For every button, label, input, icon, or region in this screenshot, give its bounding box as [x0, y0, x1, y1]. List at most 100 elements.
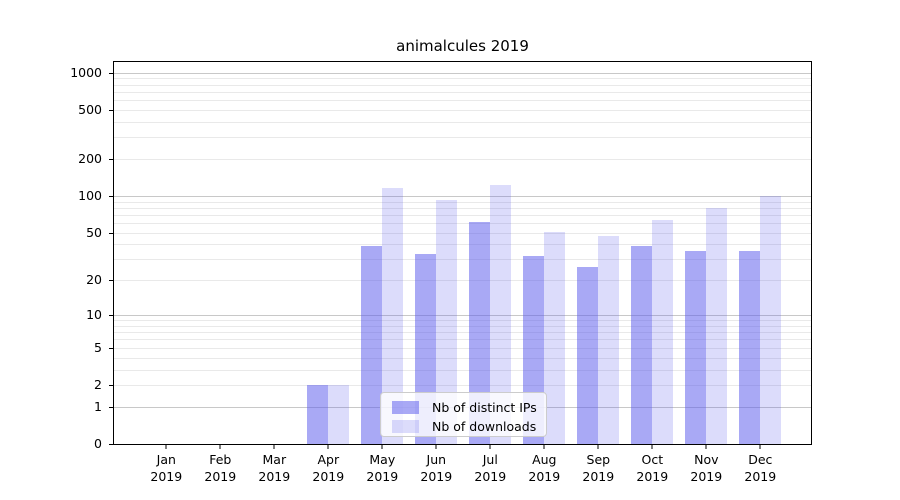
y-tick-mark-500: [109, 109, 113, 111]
gridline-500: [114, 109, 811, 111]
y-tick-mark-20: [109, 280, 113, 282]
bar-downloads-jun: [436, 199, 458, 444]
x-tick-mark-may: [381, 445, 383, 449]
bar-distinct-ips-sep: [577, 266, 599, 444]
gridline-400: [114, 121, 811, 123]
plot-area: Nb of distinct IPs Nb of downloads: [113, 61, 812, 445]
bar-distinct-ips-dec: [739, 251, 761, 444]
bar-distinct-ips-jul: [469, 222, 491, 444]
x-tick-mark-aug: [543, 445, 545, 449]
x-axis: Jan 2019 Feb 2019 Mar 2019 Apr 2019 May 2019 Jun 20…: [113, 445, 812, 500]
y-tick-mark-0: [109, 444, 113, 445]
x-tick-mark-sep: [597, 445, 599, 449]
x-tick-mark-jan: [165, 445, 167, 449]
x-tick-label-jan: Jan 2019: [150, 452, 183, 484]
bar-downloads-nov: [706, 208, 728, 444]
bar-downloads-may: [382, 188, 404, 444]
gridline-8: [114, 325, 811, 327]
y-tick-mark-200: [109, 158, 113, 160]
bar-downloads-aug: [544, 231, 566, 444]
y-tick-label-50: 50: [86, 224, 102, 240]
x-tick-label-mar: Mar 2019: [258, 452, 291, 484]
x-tick-label-jun: Jun 2019: [420, 452, 453, 484]
gridline-2: [114, 384, 811, 386]
bar-downloads-oct: [652, 219, 674, 444]
bar-downloads-apr: [328, 384, 350, 444]
x-tick-mark-apr: [327, 445, 329, 449]
y-tick-label-20: 20: [86, 272, 102, 288]
gridline-90: [114, 201, 811, 203]
chart-title: animalcules 2019: [396, 37, 529, 55]
gridline-40: [114, 244, 811, 246]
bars-layer: [114, 62, 811, 444]
y-tick-mark-2: [109, 384, 113, 386]
gridline-5: [114, 347, 811, 349]
y-tick-label-200: 200: [78, 150, 102, 166]
x-tick-label-nov: Nov 2019: [690, 452, 723, 484]
bar-downloads-dec: [760, 195, 782, 444]
x-tick-mark-oct: [651, 445, 653, 449]
x-tick-label-aug: Aug 2019: [528, 452, 561, 484]
legend-entry-downloads: Nb of downloads: [392, 417, 537, 435]
legend-swatch-downloads: [392, 419, 419, 433]
y-tick-label-1000: 1000: [70, 64, 102, 80]
bar-distinct-ips-oct: [631, 245, 653, 444]
x-tick-mark-nov: [705, 445, 707, 449]
gridline-800: [114, 84, 811, 86]
x-tick-label-sep: Sep 2019: [582, 452, 615, 484]
x-tick-mark-jun: [435, 445, 437, 449]
y-tick-label-1: 1: [94, 398, 102, 414]
gridline-300: [114, 137, 811, 139]
y-tick-mark-10: [109, 315, 113, 317]
gridline-200: [114, 158, 811, 160]
bar-distinct-ips-nov: [685, 251, 707, 444]
gridline-900: [114, 78, 811, 80]
legend-swatch-distinct-ips: [392, 400, 419, 414]
gridline-30: [114, 259, 811, 261]
y-tick-label-2: 2: [94, 376, 102, 392]
y-tick-mark-50: [109, 232, 113, 234]
gridline-6: [114, 339, 811, 341]
bar-distinct-ips-apr: [307, 384, 329, 444]
y-tick-label-0: 0: [94, 436, 102, 451]
y-tick-label-500: 500: [78, 101, 102, 117]
x-tick-label-oct: Oct 2019: [636, 452, 669, 484]
bar-downloads-jul: [490, 185, 512, 444]
gridline-9: [114, 320, 811, 322]
y-axis: 0 1 2 5 10 20 50 100 200 500 1000: [0, 61, 113, 451]
legend-label-distinct-ips: Nb of distinct IPs: [432, 399, 537, 415]
gridline-80: [114, 207, 811, 209]
x-tick-mark-mar: [273, 445, 275, 449]
gridline-60: [114, 223, 811, 224]
gridline-100: [114, 195, 811, 197]
x-tick-label-apr: Apr 2019: [312, 452, 345, 484]
y-tick-mark-100: [109, 195, 113, 197]
x-tick-label-feb: Feb 2019: [204, 452, 237, 484]
gridline-1000: [114, 72, 811, 74]
legend: Nb of distinct IPs Nb of downloads: [380, 392, 547, 437]
legend-entry-distinct-ips: Nb of distinct IPs: [392, 398, 537, 416]
x-tick-mark-dec: [759, 445, 761, 449]
y-tick-mark-1000: [109, 72, 113, 74]
gridline-600: [114, 100, 811, 101]
gridlines-layer: [114, 62, 811, 444]
gridline-20: [114, 280, 811, 282]
gridline-70: [114, 214, 811, 216]
bar-downloads-sep: [598, 235, 620, 444]
gridline-4: [114, 357, 811, 359]
x-tick-mark-feb: [219, 445, 221, 449]
x-tick-label-jul: Jul 2019: [474, 452, 507, 484]
x-tick-mark-jul: [489, 445, 491, 449]
x-tick-label-dec: Dec 2019: [744, 452, 777, 484]
gridline-7: [114, 332, 811, 334]
y-tick-label-10: 10: [86, 307, 102, 323]
y-tick-label-100: 100: [78, 187, 102, 203]
bar-distinct-ips-may: [361, 245, 383, 444]
gridline-700: [114, 91, 811, 93]
x-tick-label-may: May 2019: [366, 452, 399, 484]
gridline-50: [114, 232, 811, 234]
y-tick-label-5: 5: [94, 339, 102, 355]
gridline-3: [114, 369, 811, 371]
y-tick-mark-1: [109, 406, 113, 408]
